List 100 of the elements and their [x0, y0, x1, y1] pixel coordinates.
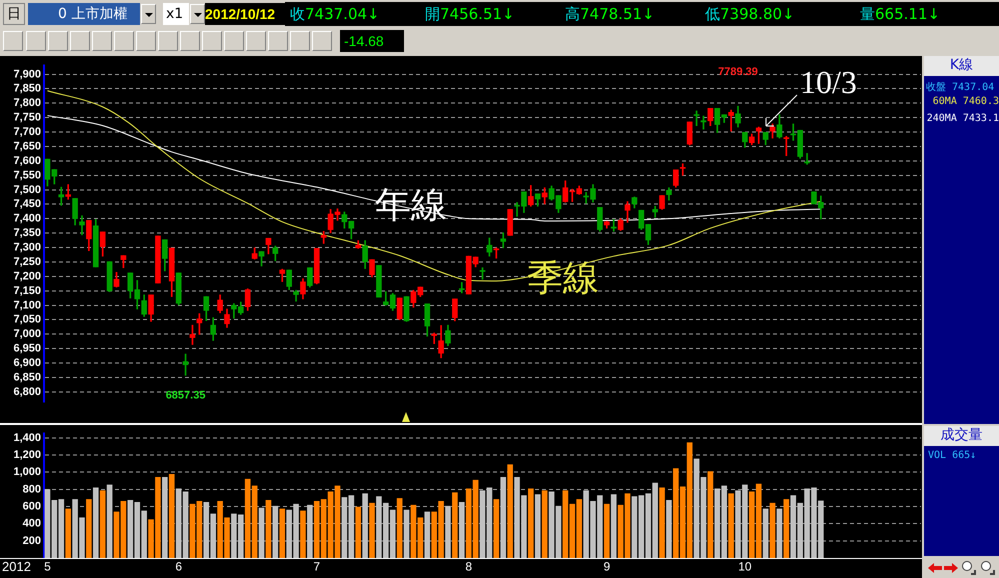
- text: K線: [924, 56, 999, 76]
- bar: [659, 487, 665, 558]
- annotation: 10/3: [800, 63, 857, 102]
- text: 收盤 7437.04: [926, 81, 994, 94]
- bar: [458, 502, 465, 558]
- y-tick-label: 7,300: [13, 242, 41, 254]
- y-tick-label: 7,550: [13, 169, 41, 182]
- bar: [542, 490, 548, 558]
- y-tick-label: 7,250: [13, 256, 41, 268]
- bar: [528, 488, 534, 558]
- candlestick: [190, 324, 196, 345]
- bar: [708, 471, 714, 558]
- bar: [424, 512, 430, 558]
- y-tick-label: 7,150: [13, 284, 41, 297]
- text: 60MA 7460.3: [932, 96, 999, 107]
- bar: [92, 487, 99, 558]
- bar: [534, 494, 541, 558]
- y-tick-label: 800: [22, 483, 41, 496]
- text: 240MA 7433.1: [926, 113, 999, 124]
- bar: [258, 508, 264, 558]
- candlestick: [804, 153, 810, 165]
- x-tick-label: 5: [44, 560, 52, 574]
- y-tick-label: 7,500: [13, 184, 41, 196]
- bar: [168, 474, 175, 558]
- candlestick: [182, 354, 188, 376]
- bar: [86, 499, 92, 558]
- bar: [507, 464, 513, 558]
- text: VOL 665↓: [928, 450, 976, 461]
- y-tick-label: 7,700: [13, 126, 41, 138]
- bar: [452, 492, 458, 558]
- bar: [776, 508, 782, 558]
- y-tick-label: 7,100: [13, 299, 41, 312]
- text: 收7437.04↓: [290, 5, 380, 23]
- bar: [404, 510, 410, 558]
- bar: [355, 506, 362, 558]
- y-tick-label: 6,900: [13, 357, 41, 370]
- candlestick: [694, 110, 700, 126]
- y-tick-label: 7,350: [13, 227, 41, 240]
- y-tick-label: 6,800: [13, 386, 41, 398]
- y-tick-label: 7,750: [13, 112, 41, 124]
- text: 低7398.80↓: [705, 5, 795, 23]
- bar: [666, 500, 672, 558]
- bar: [272, 506, 278, 558]
- bar: [65, 508, 71, 558]
- y-tick-label: 600: [22, 500, 41, 513]
- text: 2012/10/12: [205, 3, 285, 25]
- y-tick-label: 7,650: [13, 140, 41, 152]
- bar: [307, 504, 313, 558]
- x-tick-label: 7: [313, 560, 320, 574]
- y-tick-label: 7,050: [13, 314, 41, 326]
- bar: [770, 502, 776, 558]
- y-tick-label: 400: [22, 518, 41, 530]
- y-tick-label: 200: [22, 534, 41, 547]
- y-tick-label: 6,850: [13, 371, 41, 384]
- x-tick-label: 6: [175, 560, 182, 574]
- annotation: 7789.39: [718, 66, 758, 78]
- bar: [610, 494, 617, 558]
- bar: [300, 510, 306, 558]
- bar: [396, 498, 402, 558]
- bar: [493, 499, 500, 558]
- y-tick-label: 7,800: [13, 97, 41, 110]
- bar: [100, 490, 106, 558]
- text: 高7478.51↓: [565, 5, 655, 23]
- text: 量665.11↓: [860, 5, 940, 23]
- text: -14.68: [340, 30, 404, 52]
- y-tick-label: 1,200: [13, 449, 41, 462]
- text: 0 上市加權: [28, 3, 140, 25]
- bar: [762, 508, 768, 558]
- x-tick-label: 10: [738, 560, 752, 574]
- y-tick-label: 1,000: [13, 466, 41, 478]
- annotation: 6857.35: [166, 390, 206, 402]
- candlestick: [79, 215, 85, 236]
- y-tick-label: 1,400: [13, 432, 41, 444]
- y-tick-label: 7,200: [13, 270, 41, 282]
- text: x1: [163, 3, 189, 25]
- candlestick: [480, 267, 486, 280]
- y-tick-label: 7,900: [13, 68, 41, 80]
- text: 成交量: [924, 426, 999, 446]
- y-tick-label: 7,000: [13, 328, 41, 340]
- x-tick-label: 8: [465, 560, 472, 574]
- bar: [784, 499, 790, 558]
- bar: [369, 502, 375, 558]
- bar: [279, 508, 286, 558]
- bar: [604, 504, 610, 558]
- x-axis-title: 2012: [2, 559, 42, 574]
- bar: [266, 500, 272, 558]
- y-tick-label: 7,850: [13, 82, 41, 95]
- y-tick-label: 7,400: [13, 212, 41, 225]
- bar: [500, 476, 506, 558]
- bar: [162, 476, 168, 558]
- text: 日: [3, 3, 25, 25]
- bar: [728, 493, 734, 558]
- x-tick-label: 9: [603, 560, 610, 574]
- bar: [106, 484, 112, 558]
- bar: [362, 493, 368, 558]
- bar: [445, 506, 451, 558]
- y-tick-label: 7,450: [13, 198, 41, 210]
- text: 開7456.51↓: [425, 5, 515, 23]
- y-tick-label: 6,950: [13, 342, 41, 355]
- y-tick-label: 7,600: [13, 154, 41, 167]
